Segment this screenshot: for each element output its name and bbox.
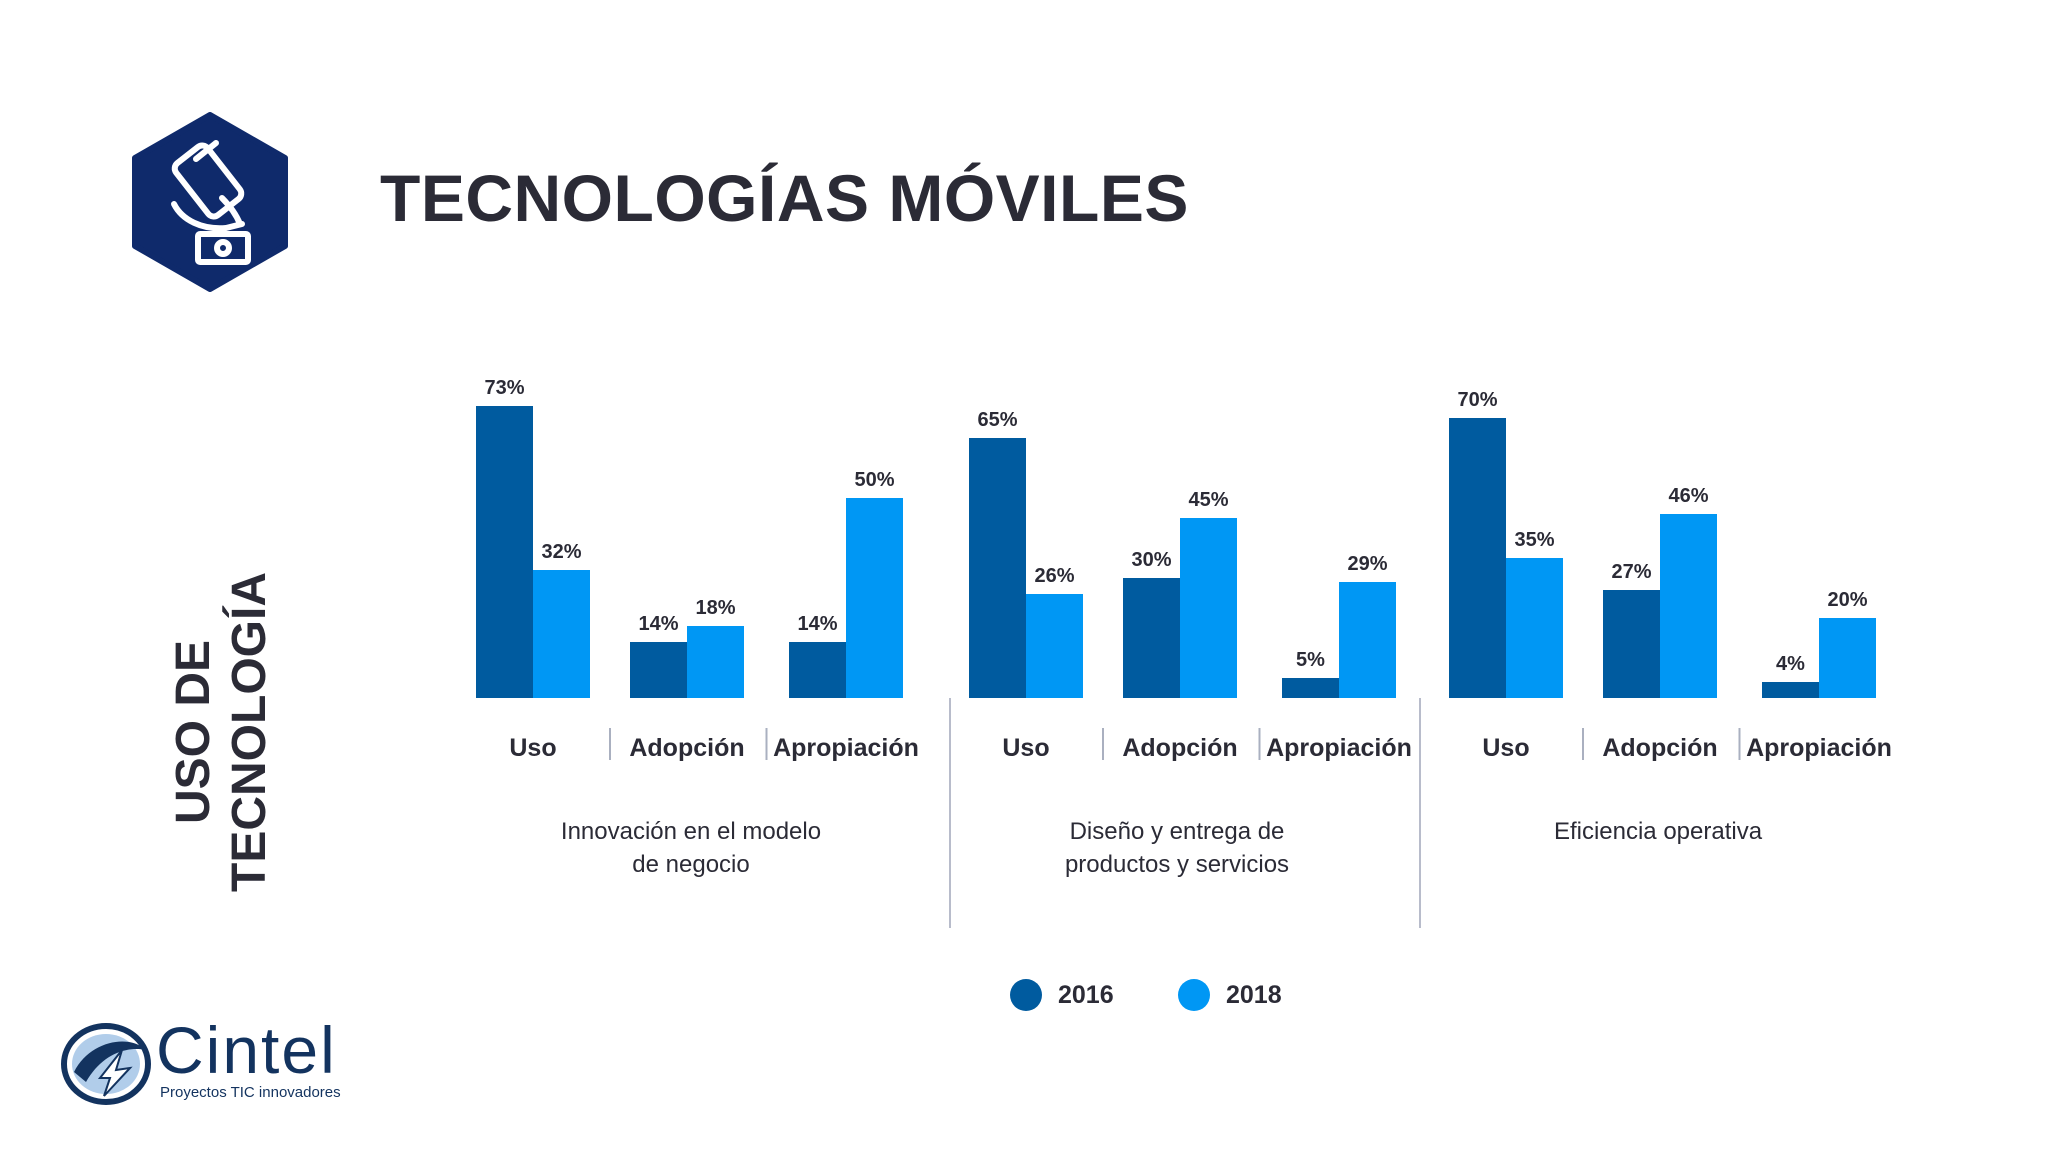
data-label-2016-group2-uso: 65% (977, 409, 1017, 431)
category-label-adopción: Adopción (1602, 734, 1717, 762)
category-label-uso: Uso (509, 734, 556, 762)
bar-2016-group3-adopción (1603, 590, 1660, 698)
bar-2018-group2-adopción (1180, 518, 1237, 698)
category-label-adopción: Adopción (1122, 734, 1237, 762)
data-label-2016-group1-uso: 73% (484, 377, 524, 399)
legend-marker-2016 (1010, 979, 1042, 1011)
data-label-2016-group2-apropiación: 5% (1296, 649, 1325, 671)
category-label-apropiación: Apropiación (1266, 734, 1412, 762)
bar-2016-group1-apropiación (789, 642, 846, 698)
bar-2016-group2-apropiación (1282, 678, 1339, 698)
data-label-2016-group3-adopción: 27% (1611, 561, 1651, 583)
legend-label-2016: 2016 (1058, 981, 1114, 1009)
cintel-swirl-icon (61, 1023, 151, 1105)
data-label-2016-group1-adopción: 14% (638, 613, 678, 635)
data-label-2018-group3-apropiación: 20% (1827, 589, 1867, 611)
bar-2018-group2-uso (1026, 594, 1083, 698)
data-label-2018-group1-apropiación: 50% (854, 469, 894, 491)
bar-2016-group1-adopción (630, 642, 687, 698)
bar-2018-group3-adopción (1660, 514, 1717, 698)
bar-2018-group1-uso (533, 570, 590, 698)
data-label-2018-group2-apropiación: 29% (1347, 553, 1387, 575)
cintel-logo: Cintel Proyectos TIC innovadores (60, 1013, 400, 1118)
logo-wordmark: Cintel (156, 1013, 337, 1087)
data-label-2016-group2-adopción: 30% (1131, 549, 1171, 571)
category-label-apropiación: Apropiación (1746, 734, 1892, 762)
group-label-2-line-2: productos y servicios (1065, 851, 1289, 878)
bar-2018-group2-apropiación (1339, 582, 1396, 698)
data-label-2018-group2-uso: 26% (1034, 565, 1074, 587)
data-label-2016-group3-apropiación: 4% (1776, 653, 1805, 675)
legend-marker-2018 (1178, 979, 1210, 1011)
bar-2016-group2-adopción (1123, 578, 1180, 698)
bar-2018-group3-uso (1506, 558, 1563, 698)
bar-2018-group3-apropiación (1819, 618, 1876, 698)
bar-2018-group1-adopción (687, 626, 744, 698)
legend-label-2018: 2018 (1226, 981, 1282, 1009)
category-label-uso: Uso (1002, 734, 1049, 762)
bar-2016-group3-uso (1449, 418, 1506, 698)
data-label-2018-group1-uso: 32% (541, 541, 581, 563)
group-label-1-line-2: de negocio (632, 851, 749, 878)
page-title: TECNOLOGÍAS MÓVILES (380, 161, 1189, 235)
group-label-2-line-1: Diseño y entrega de (1070, 818, 1285, 845)
category-label-adopción: Adopción (629, 734, 744, 762)
bar-2016-group1-uso (476, 406, 533, 698)
data-label-2018-group1-adopción: 18% (695, 597, 735, 619)
mobile-payment-icon (132, 112, 288, 292)
group-label-3-line-1: Eficiencia operativa (1554, 818, 1763, 845)
bar-2016-group2-uso (969, 438, 1026, 698)
data-label-2018-group3-uso: 35% (1514, 529, 1554, 551)
bar-2016-group3-apropiación (1762, 682, 1819, 698)
data-label-2018-group3-adopción: 46% (1668, 485, 1708, 507)
category-label-uso: Uso (1482, 734, 1529, 762)
logo-tagline: Proyectos TIC innovadores (160, 1084, 341, 1101)
bar-2018-group1-apropiación (846, 498, 903, 698)
data-label-2016-group1-apropiación: 14% (797, 613, 837, 635)
data-label-2016-group3-uso: 70% (1457, 389, 1497, 411)
category-label-apropiación: Apropiación (773, 734, 919, 762)
group-label-1-line-1: Innovación en el modelo (561, 818, 821, 845)
data-label-2018-group2-adopción: 45% (1188, 489, 1228, 511)
